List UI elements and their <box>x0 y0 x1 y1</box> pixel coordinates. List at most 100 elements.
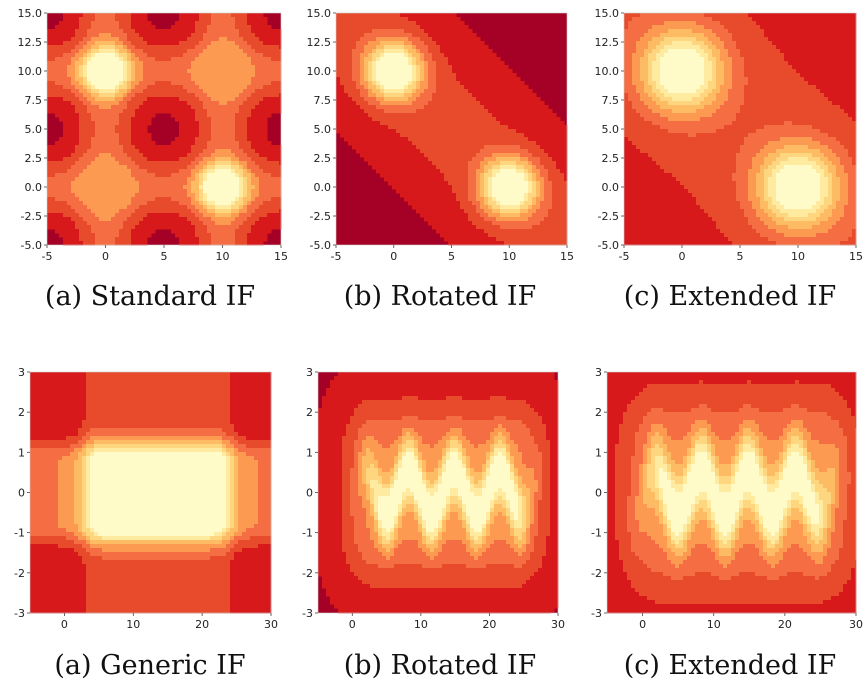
contour-cell <box>448 73 453 78</box>
contour-cell <box>243 169 248 174</box>
contour-cell <box>227 217 232 222</box>
contour-cell <box>47 165 52 170</box>
contour-cell <box>408 45 413 50</box>
contour-cell <box>476 69 481 74</box>
contour-cell <box>456 17 461 22</box>
contour-cell <box>119 69 124 74</box>
contour-cell <box>464 129 469 134</box>
contour-cell <box>392 137 397 142</box>
contour-cell <box>47 57 52 62</box>
contour-cell <box>75 173 80 178</box>
contour-cell <box>496 125 501 130</box>
contour-cell <box>239 157 244 162</box>
contour-cell <box>215 89 220 94</box>
contour-cell <box>227 33 232 38</box>
contour-cell <box>263 233 268 238</box>
contour-cell <box>83 61 88 66</box>
contour-cell <box>139 229 144 234</box>
contour-cell <box>123 117 128 122</box>
contour-cell <box>512 129 517 134</box>
contour-cell <box>428 101 433 106</box>
contour-cell <box>360 29 365 34</box>
contour-cell <box>67 93 72 98</box>
contour-cell <box>139 201 144 206</box>
contour-cell <box>215 105 220 110</box>
contour-cell <box>380 153 385 158</box>
contour-cell <box>123 85 128 90</box>
contour-cell <box>195 85 200 90</box>
contour-cell <box>352 117 357 122</box>
contour-cell <box>47 29 52 34</box>
contour-cell <box>51 209 56 214</box>
contour-cell <box>484 69 489 74</box>
contour-cell <box>508 161 513 166</box>
contour-cell <box>396 73 401 78</box>
contour-cell <box>107 233 112 238</box>
contour-cell <box>211 137 216 142</box>
contour-cell <box>79 25 84 30</box>
contour-cell <box>103 225 108 230</box>
contour-cell <box>275 189 280 194</box>
contour-cell <box>147 113 152 118</box>
contour-cell <box>139 105 144 110</box>
contour-cell <box>504 105 509 110</box>
contour-cell <box>127 53 132 58</box>
contour-cell <box>263 225 268 230</box>
contour-cell <box>388 61 393 66</box>
contour-cell <box>47 189 52 194</box>
contour-cell <box>123 213 128 218</box>
contour-cell <box>111 13 116 18</box>
contour-cell <box>95 45 100 50</box>
contour-cell <box>67 41 72 46</box>
contour-cell <box>528 161 533 166</box>
contour-cell <box>159 169 164 174</box>
contour-cell <box>380 125 385 130</box>
contour-cell <box>99 141 104 146</box>
contour-cell <box>71 61 76 66</box>
contour-cell <box>67 141 72 146</box>
contour-cell <box>179 161 184 166</box>
contour-cell <box>219 105 224 110</box>
contour-cell <box>247 101 252 106</box>
contour-cell <box>247 41 252 46</box>
contour-cell <box>340 69 345 74</box>
contour-cell <box>472 93 477 98</box>
contour-cell <box>408 129 413 134</box>
contour-cell <box>103 205 108 210</box>
contour-cell <box>111 57 116 62</box>
contour-cell <box>372 85 377 90</box>
contour-cell <box>251 217 256 222</box>
contour-cell <box>211 17 216 22</box>
contour-cell <box>63 53 68 58</box>
contour-cell <box>107 49 112 54</box>
contour-cell <box>135 53 140 58</box>
contour-cell <box>215 77 220 82</box>
contour-cell <box>191 221 196 226</box>
contour-cell <box>127 45 132 50</box>
contour-cell <box>207 109 212 114</box>
contour-cell <box>87 29 92 34</box>
contour-cell <box>356 113 361 118</box>
contour-cell <box>488 149 493 154</box>
contour-cell <box>516 109 521 114</box>
contour-cell <box>99 93 104 98</box>
contour-cell <box>223 109 228 114</box>
contour-cell <box>231 229 236 234</box>
contour-cell <box>516 101 521 106</box>
contour-cell <box>99 213 104 218</box>
contour-cell <box>67 153 72 158</box>
contour-cell <box>155 69 160 74</box>
contour-cell <box>275 201 280 206</box>
contour-cell <box>127 173 132 178</box>
contour-cell <box>344 137 349 142</box>
contour-cell <box>404 29 409 34</box>
contour-cell <box>183 237 188 242</box>
contour-cell <box>271 181 276 186</box>
contour-cell <box>412 97 417 102</box>
contour-cell <box>47 197 52 202</box>
contour-cell <box>348 13 353 18</box>
contour-cell <box>460 29 465 34</box>
contour-cell <box>115 53 120 58</box>
contour-cell <box>131 185 136 190</box>
contour-cell <box>267 89 272 94</box>
